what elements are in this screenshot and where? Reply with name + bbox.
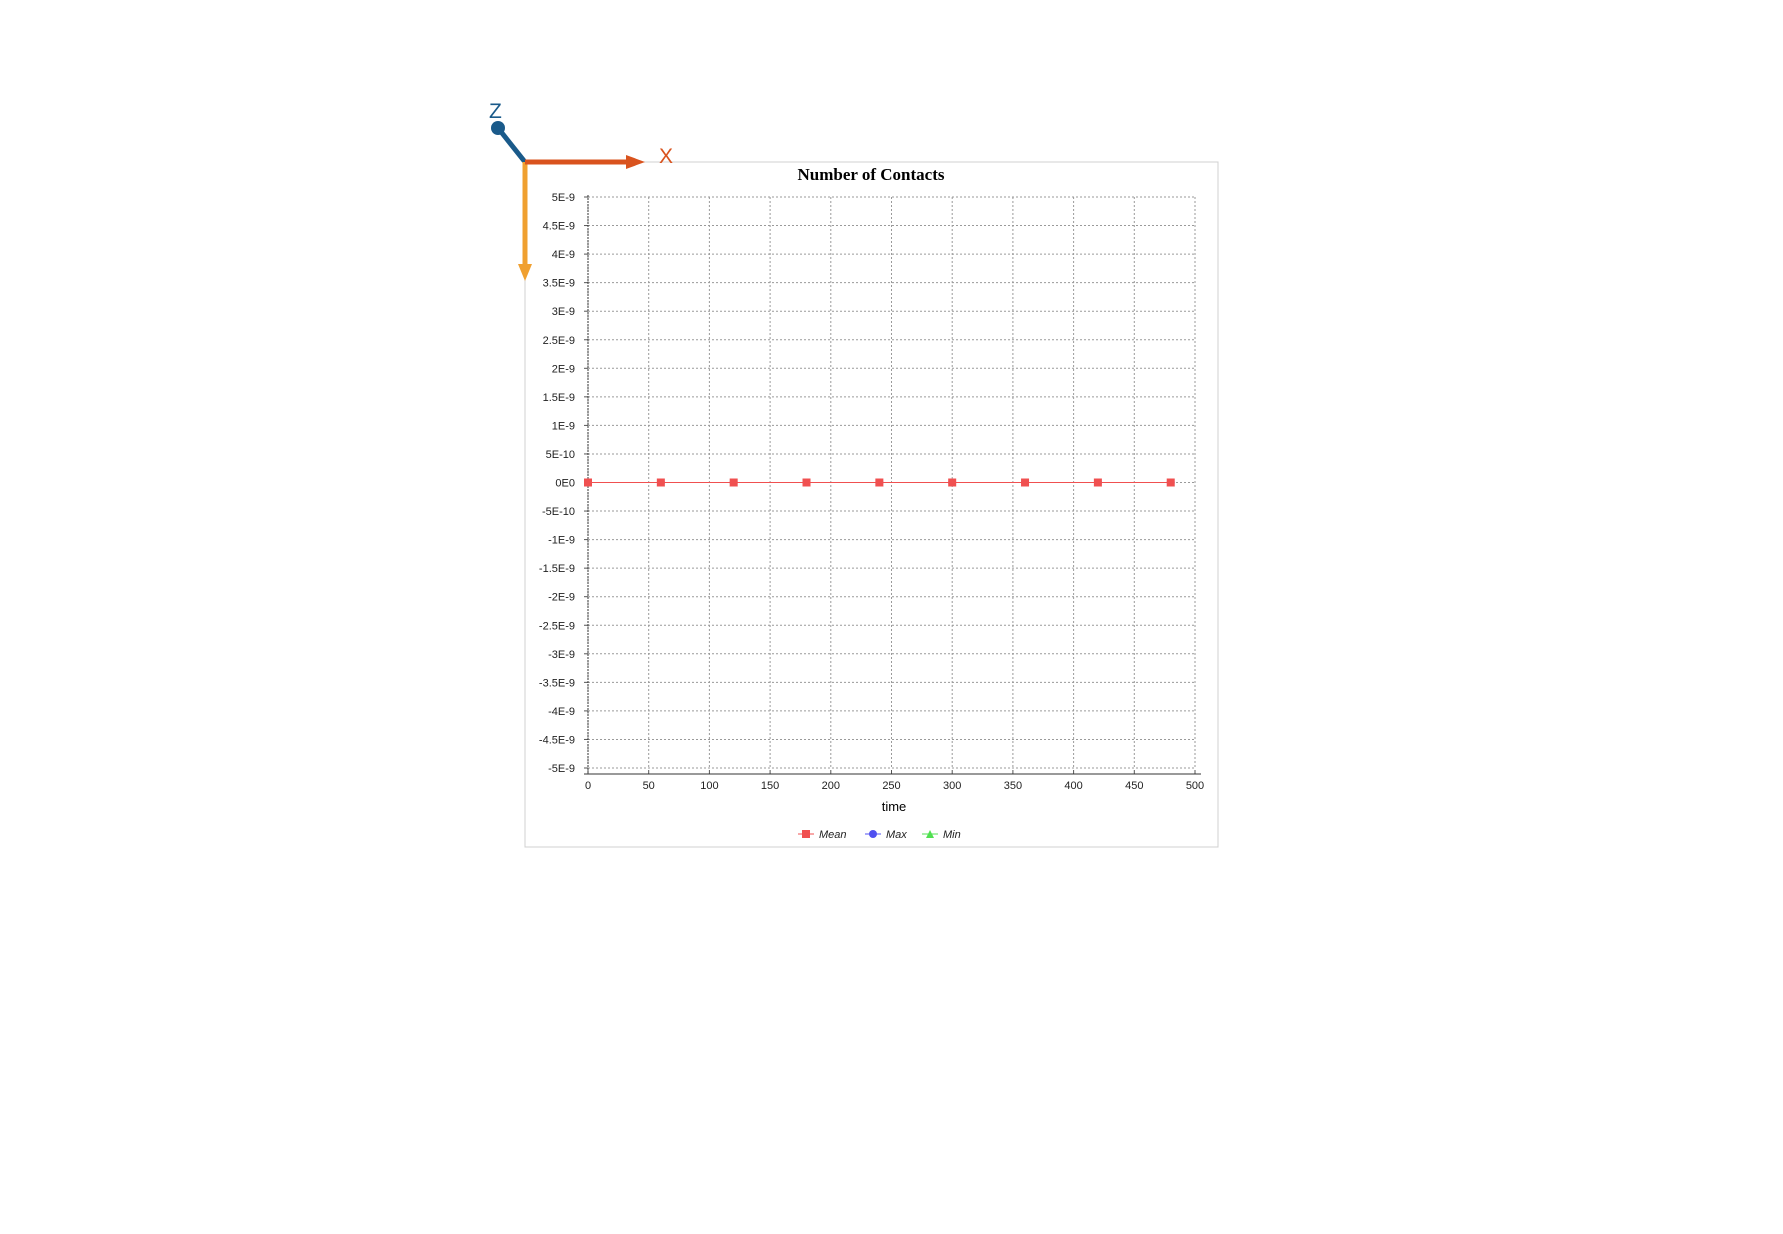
data-point-mean <box>875 478 884 487</box>
chart-panel <box>524 161 1219 848</box>
gizmo-x-label: X <box>659 145 673 168</box>
x-tick-label: 50 <box>643 780 655 792</box>
y-tick-label: -1E-9 <box>548 535 575 547</box>
x-tick-label: 450 <box>1125 780 1143 792</box>
gizmo-z-knob <box>491 121 505 135</box>
y-tick-label: 5E-10 <box>546 449 575 461</box>
axis-gizmo: Z X <box>489 100 673 281</box>
data-point-mean <box>584 478 592 487</box>
gizmo-z-label: Z <box>489 100 502 123</box>
data-point-mean <box>1166 478 1175 487</box>
x-tick-label: 250 <box>882 780 900 792</box>
y-tick-label: -3E-9 <box>548 649 575 661</box>
gizmo-x-arrowhead <box>626 155 645 169</box>
y-tick-label: -1.5E-9 <box>539 563 575 575</box>
legend-label: Min <box>943 829 961 841</box>
y-tick-label: 1.5E-9 <box>543 392 575 404</box>
gizmo-z-axis <box>495 125 528 165</box>
gizmo-y-arrowhead <box>518 264 532 281</box>
y-tick-label: 4E-9 <box>552 249 575 261</box>
legend-item-min: Min <box>922 829 961 841</box>
x-tick-label: 150 <box>761 780 779 792</box>
x-tick-label: 400 <box>1064 780 1082 792</box>
y-tick-label: 2E-9 <box>552 363 575 375</box>
y-tick-label: 2.5E-9 <box>543 335 575 347</box>
y-tick-label: 0E0 <box>555 478 575 490</box>
y-tick-labels: 5E-9 4.5E-9 4E-9 3.5E-9 3E-9 2.5E-9 2E-9 1.5E-9… <box>539 192 575 775</box>
legend-marker-circle <box>869 830 877 838</box>
data-point-mean <box>948 478 957 487</box>
y-tick-label: -5E-10 <box>542 506 575 518</box>
y-tick-label: 3E-9 <box>552 306 575 318</box>
y-tick-label: -2.5E-9 <box>539 620 575 632</box>
legend-marker-square <box>802 830 810 838</box>
x-tick-label: 0 <box>585 780 591 792</box>
x-tick-label: 500 <box>1186 780 1204 792</box>
y-tick-label: -4.5E-9 <box>539 734 575 746</box>
y-tick-label: -5E-9 <box>548 763 575 775</box>
x-tick-label: 350 <box>1004 780 1022 792</box>
data-point-mean <box>1093 478 1102 487</box>
legend-label: Max <box>886 829 907 841</box>
y-tick-label: 3.5E-9 <box>543 278 575 290</box>
data-point-mean <box>802 478 811 487</box>
series-lines <box>584 478 1175 487</box>
y-tick-label: -4E-9 <box>548 706 575 718</box>
y-tick-label: 5E-9 <box>552 192 575 204</box>
y-tick-label: 1E-9 <box>552 420 575 432</box>
data-point-mean <box>729 478 738 487</box>
x-tick-label: 300 <box>943 780 961 792</box>
legend: Mean Max Min <box>798 829 961 841</box>
data-point-mean <box>1021 478 1030 487</box>
x-tick-label: 100 <box>700 780 718 792</box>
legend-marker-triangle <box>926 830 934 838</box>
x-tick-label: 200 <box>822 780 840 792</box>
data-point-mean <box>656 478 665 487</box>
x-axis-label: time <box>882 799 907 814</box>
y-tick-label: -2E-9 <box>548 592 575 604</box>
legend-label: Mean <box>819 829 847 841</box>
y-tick-label: 4.5E-9 <box>543 221 575 233</box>
legend-item-mean: Mean <box>798 829 847 841</box>
legend-item-max: Max <box>865 829 907 841</box>
x-tick-labels: 0 50 100 150 200 250 300 350 400 450 500 <box>585 780 1204 792</box>
y-tick-label: -3.5E-9 <box>539 677 575 689</box>
chart-title: Number of Contacts <box>797 165 944 184</box>
